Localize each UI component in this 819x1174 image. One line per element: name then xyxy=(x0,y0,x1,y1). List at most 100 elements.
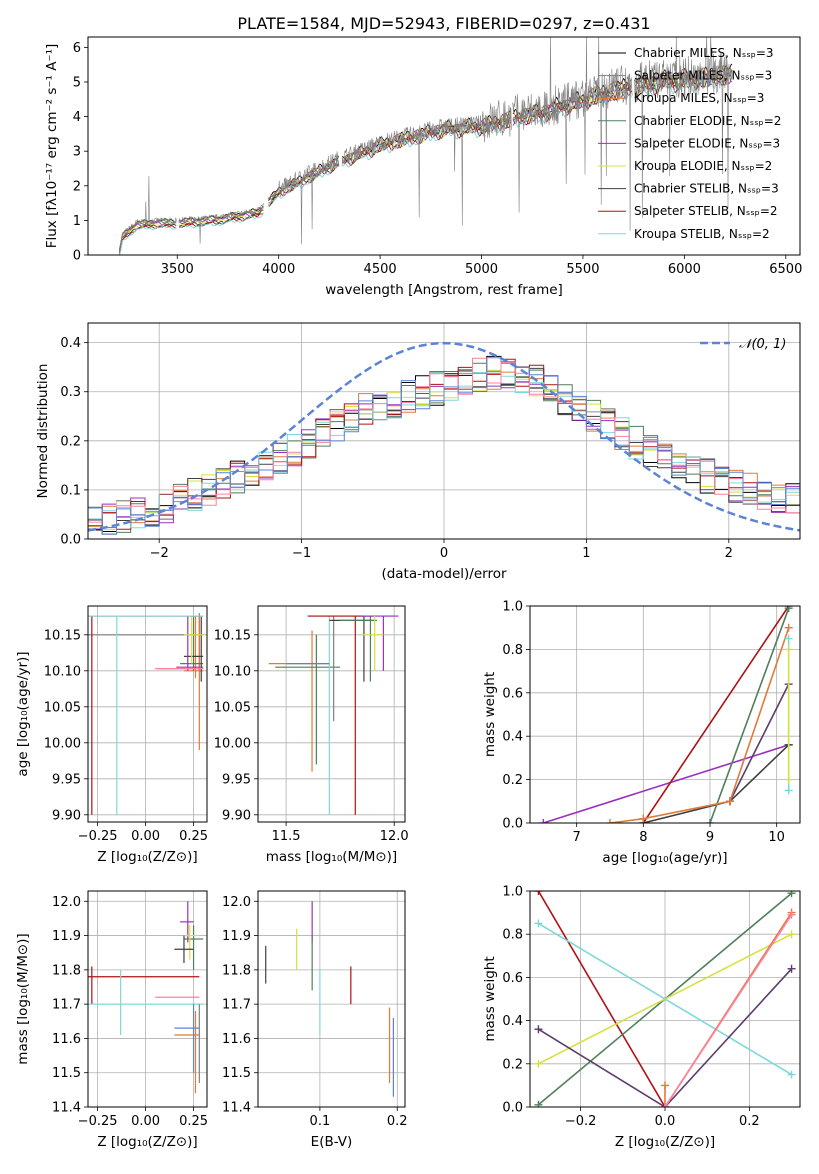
y-tick-label: 9.90 xyxy=(52,808,81,823)
panel-mass-vs-Z: −0.25 0.00 0.25 11.4 11.5 11.6 11.7 11.8 11.9 12.… xyxy=(15,890,208,1150)
plus-marker xyxy=(534,1100,543,1107)
x-tick-label: 0.2 xyxy=(387,1114,408,1129)
y-tick-label: 6 xyxy=(73,41,81,56)
legend-label: Chabrier STELIB, Nₛₛₚ=3 xyxy=(634,182,779,196)
data-point xyxy=(174,1011,200,1094)
legend: Chabrier MILES, Nₛₛₚ=3 Salpeter MILES, Nₛ… xyxy=(598,46,781,241)
panel-weight-vs-Z: −0.2 0.0 0.2 0.0 0.2 0.4 0.6 0.8 1.0 Z [log₁₀(Z/Z… xyxy=(482,885,801,1150)
plus-marker xyxy=(639,814,648,823)
plus-marker xyxy=(534,1025,543,1034)
data-point xyxy=(88,969,204,1035)
plus-marker xyxy=(787,964,796,973)
observed-spectrum-line xyxy=(119,37,733,253)
legend-label: Kroupa MILES, Nₛₛₚ=3 xyxy=(634,91,764,105)
plus-marker xyxy=(534,891,543,895)
y-tick-label: 11.8 xyxy=(52,963,81,978)
y-axis-label: age [log₁₀(age/yr)] xyxy=(15,651,31,776)
histogram-series xyxy=(88,357,800,523)
plus-marker xyxy=(784,606,793,613)
plot-area xyxy=(118,37,733,255)
y-tick-label: 11.9 xyxy=(222,929,251,944)
y-tick-label: 0.2 xyxy=(502,1057,523,1072)
data-point xyxy=(183,925,200,960)
y-tick-label: 0.0 xyxy=(60,533,81,548)
panel-mass-vs-ebv: 0.1 0.2 11.4 11.5 11.6 11.7 11.8 11.9 12.0 E(B-V) xyxy=(222,890,408,1150)
y-tick-label: 0 xyxy=(73,249,81,264)
x-tick-label: 5500 xyxy=(566,262,599,277)
x-tick-label: 0.25 xyxy=(179,1114,208,1129)
plus-marker xyxy=(784,786,793,795)
legend: 𝒩(0, 1) xyxy=(700,337,786,352)
plot-area xyxy=(539,606,793,823)
plus-marker xyxy=(784,623,793,632)
axes-frame xyxy=(87,322,801,540)
weight-series-line xyxy=(537,922,793,1076)
data-point xyxy=(340,616,377,682)
model-spectrum-line xyxy=(118,71,733,255)
axes-frame xyxy=(257,605,406,823)
plus-marker xyxy=(787,930,796,939)
weight-series-line xyxy=(543,744,789,823)
axes-frame xyxy=(529,890,801,1108)
legend-label: Salpeter STELIB, Nₛₛₚ=2 xyxy=(634,204,778,218)
weight-series-line xyxy=(609,627,790,823)
y-tick-label: 0.0 xyxy=(502,817,523,832)
weight-series-line xyxy=(664,914,793,1107)
plot-area xyxy=(88,901,204,1094)
y-tick-label: 11.4 xyxy=(222,1101,251,1116)
model-spectrum-line xyxy=(118,70,733,255)
plus-marker xyxy=(726,797,734,806)
plot-area xyxy=(534,891,796,1107)
plus-marker xyxy=(787,910,796,919)
y-tick-label: 9.90 xyxy=(222,808,251,823)
x-tick-label: 0.25 xyxy=(179,829,208,844)
y-tick-label: 0.6 xyxy=(502,971,523,986)
y-axis-label: mass weight xyxy=(482,956,498,1041)
legend-label: Chabrier ELODIE, Nₛₛₚ=2 xyxy=(634,114,781,128)
x-tick-label: 7 xyxy=(573,830,581,845)
y-tick-label: 10.10 xyxy=(214,664,251,679)
x-tick-label: 5000 xyxy=(465,262,498,277)
x-tick-label: 0.00 xyxy=(131,1114,160,1129)
y-tick-label: 1 xyxy=(73,214,81,229)
panel-weight-vs-age: 7 8 9 10 0.0 0.2 0.4 0.6 0.8 1.0 age [log₁₀(age/yr… xyxy=(482,600,801,866)
data-point xyxy=(180,901,194,943)
x-tick-label: 0 xyxy=(440,546,448,561)
x-tick-label: −0.2 xyxy=(565,1114,597,1129)
panel-spectrum: 3500 4000 4500 5000 5500 6000 6500 0 1 2 3 4 5 6 wavel… xyxy=(44,36,802,298)
legend-label: 𝒩(0, 1) xyxy=(739,337,786,352)
x-tick-label: 6000 xyxy=(668,262,701,277)
x-tick-label: 1 xyxy=(582,546,590,561)
y-axis-label: mass weight xyxy=(482,672,498,757)
x-tick-label: 2 xyxy=(725,546,733,561)
plus-marker xyxy=(661,1081,669,1090)
y-tick-label: 10.15 xyxy=(44,628,81,643)
x-axis-label: (data-model)/error xyxy=(381,566,507,582)
y-tick-label: 0.0 xyxy=(502,1101,523,1116)
weight-series-line xyxy=(537,968,793,1107)
plus-marker xyxy=(661,1103,669,1107)
legend-label: Salpeter ELODIE, Nₛₛₚ=3 xyxy=(634,136,780,150)
x-tick-label: −0.25 xyxy=(78,829,118,844)
data-point xyxy=(88,966,200,1005)
x-axis-label: Z [log₁₀(Z/Z⊙)] xyxy=(97,1134,197,1150)
x-axis-label: mass [log₁₀(M/M⊙)] xyxy=(266,849,397,865)
y-tick-label: 10.00 xyxy=(44,736,81,751)
data-point xyxy=(183,616,204,664)
plus-marker xyxy=(784,775,793,784)
x-tick-label: 8 xyxy=(639,830,647,845)
y-tick-label: 0.6 xyxy=(502,686,523,701)
y-tick-label: 3 xyxy=(73,145,81,160)
data-point xyxy=(268,630,330,772)
y-tick-label: 0.3 xyxy=(60,385,81,400)
plus-marker xyxy=(787,1070,796,1079)
x-axis-label: Z [log₁₀(Z/Z⊙)] xyxy=(615,1134,715,1150)
y-tick-label: 0.8 xyxy=(502,928,523,943)
x-axis-label: age [log₁₀(age/yr)] xyxy=(602,850,727,866)
y-tick-label: 2 xyxy=(73,179,81,194)
weight-series-line xyxy=(664,912,793,1107)
plus-marker xyxy=(534,1059,543,1068)
x-tick-label: 11.5 xyxy=(272,829,301,844)
x-tick-label: −2 xyxy=(150,546,169,561)
